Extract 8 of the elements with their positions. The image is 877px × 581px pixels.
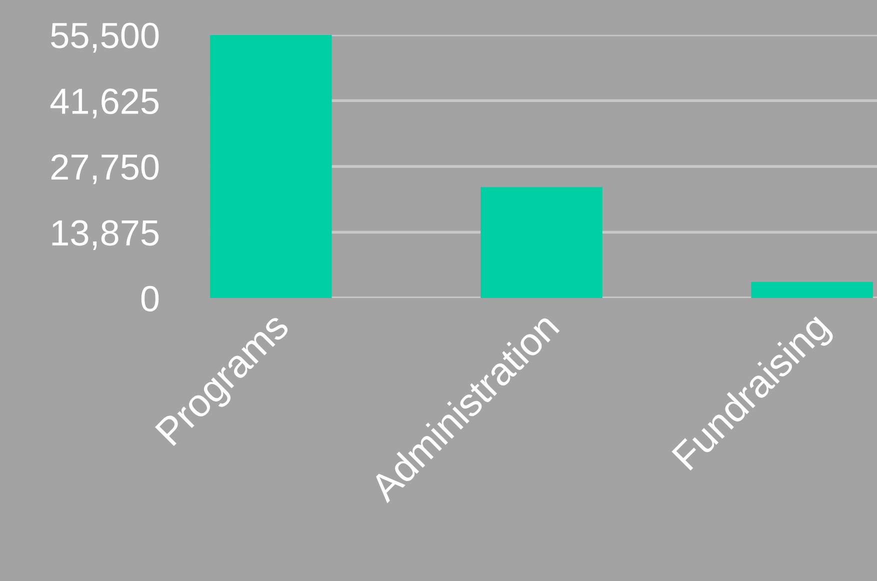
bar xyxy=(751,282,873,298)
bar xyxy=(480,187,602,298)
y-tick-label: 13,875 xyxy=(52,220,159,250)
y-tick-label: 27,750 xyxy=(51,154,159,184)
y-tick-label: 0 xyxy=(141,286,159,312)
bar xyxy=(210,34,332,298)
y-tick-label: 41,625 xyxy=(50,88,159,118)
y-tick-label: 55,500 xyxy=(51,22,159,53)
